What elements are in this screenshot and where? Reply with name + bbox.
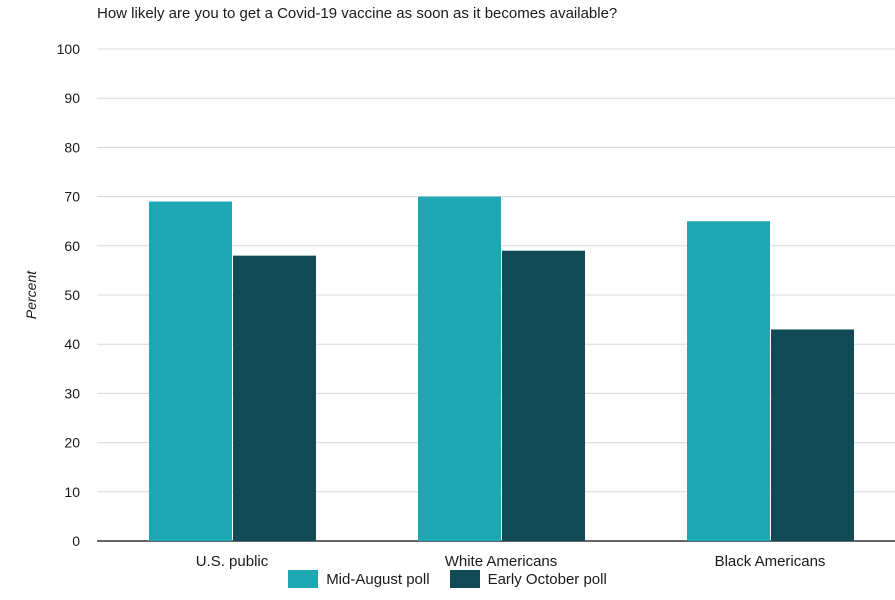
y-tick-label: 100 (57, 41, 81, 57)
y-tick-label: 10 (64, 484, 80, 500)
legend-item-early-october: Early October poll (449, 570, 607, 588)
y-tick-label: 70 (64, 189, 80, 205)
x-category-label: U.S. public (196, 553, 269, 570)
bar (418, 196, 501, 541)
y-tick-label: 40 (64, 336, 80, 352)
x-category-label: White Americans (445, 553, 558, 570)
bar (687, 221, 770, 541)
bar (233, 255, 316, 541)
y-tick-label: 90 (64, 90, 80, 106)
bar (149, 201, 232, 541)
y-tick-label: 0 (72, 533, 80, 549)
legend-swatch (288, 570, 319, 588)
legend-label: Early October poll (487, 570, 607, 588)
bar (771, 329, 854, 541)
legend-label: Mid-August poll (326, 570, 430, 588)
y-tick-labels: 0 10 20 30 40 50 60 70 80 90 100 (57, 41, 81, 549)
bars (149, 196, 854, 541)
y-tick-label: 80 (64, 139, 80, 155)
chart-title: How likely are you to get a Covid-19 vac… (97, 5, 618, 22)
legend-item-mid-august: Mid-August poll (288, 570, 430, 588)
y-tick-label: 50 (64, 287, 80, 303)
y-tick-label: 30 (64, 385, 80, 401)
legend-swatch (449, 570, 480, 588)
x-category-label: Black Americans (715, 553, 826, 570)
legend: Mid-August poll Early October poll (0, 570, 895, 588)
x-category-labels: U.S. public White Americans Black American… (196, 553, 826, 570)
y-axis-label: Percent (23, 270, 39, 319)
bar (502, 250, 585, 541)
y-tick-label: 20 (64, 435, 80, 451)
y-tick-label: 60 (64, 238, 80, 254)
